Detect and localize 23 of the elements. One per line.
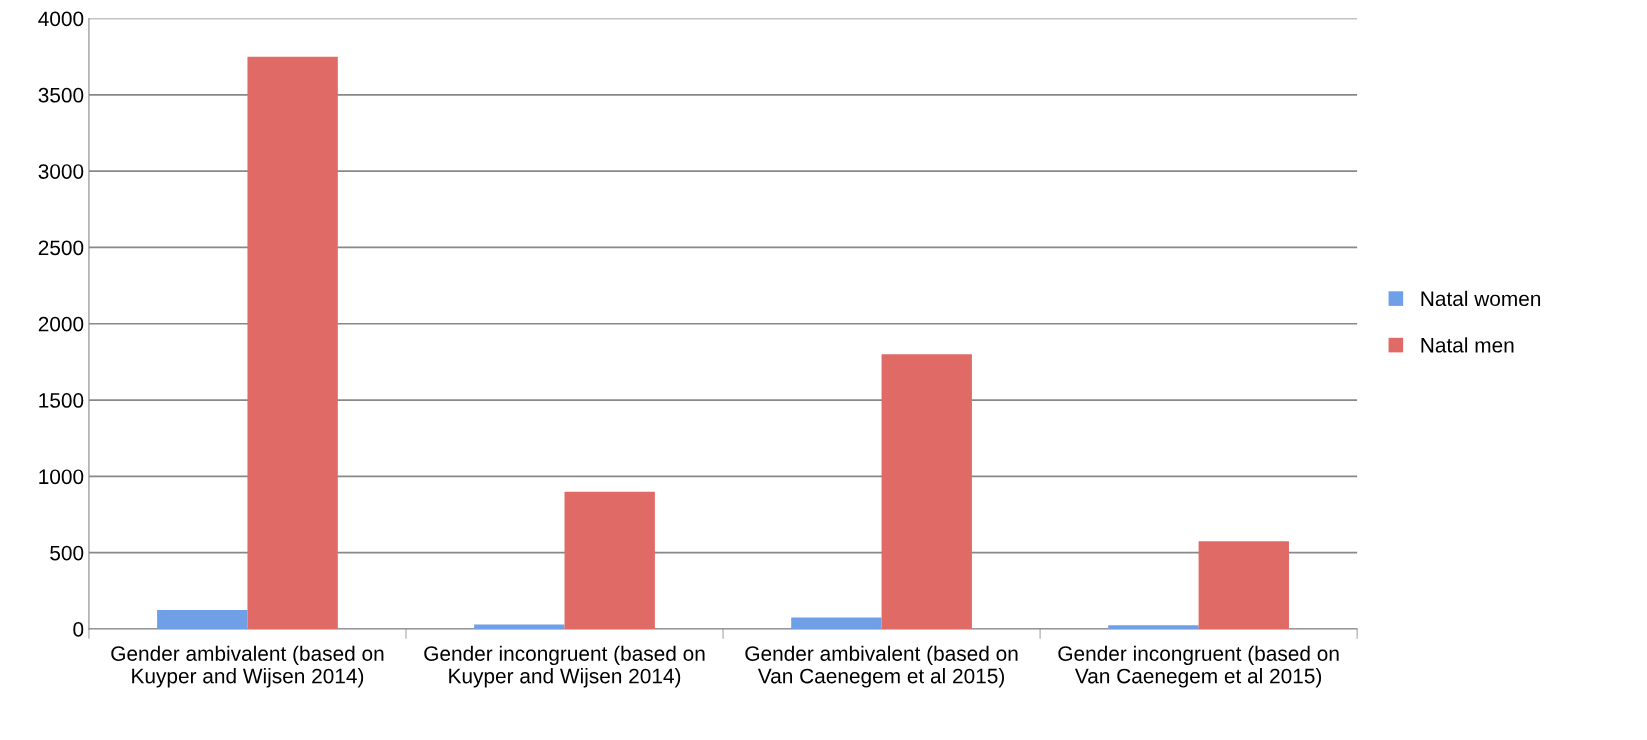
bar <box>247 56 338 629</box>
bar <box>1198 541 1289 629</box>
y-tick-label: 2000 <box>38 316 84 332</box>
y-tick-label: 1000 <box>39 469 84 485</box>
legend-label: Natal men <box>1421 337 1514 353</box>
y-tick-label: 3000 <box>38 164 84 179</box>
y-tick-label: 3500 <box>38 87 84 103</box>
legend-label: Natal women <box>1421 290 1541 307</box>
x-tick-label: Gender ambivalent (based on Van Caenegem et al 2015) <box>745 645 1018 688</box>
y-tick-label: 1500 <box>39 393 84 408</box>
y-tick-label: 4000 <box>38 11 84 27</box>
bar <box>881 354 972 629</box>
y-tick-label: 2500 <box>38 240 84 256</box>
x-tick-label: Gender incongruent (based on Van Caenegem et al 2015) <box>1058 645 1339 688</box>
y-tick-label: 0 <box>73 622 84 637</box>
y-tick-label: 500 <box>50 545 84 561</box>
bar <box>564 491 655 629</box>
x-tick-label: Gender incongruent (based on Kuyper and Wijsen 2014) <box>424 645 705 688</box>
x-tick-label: Gender ambivalent (based on Kuyper and Wijsen 2014) <box>111 645 384 688</box>
bar <box>1108 625 1199 629</box>
bar <box>791 617 882 629</box>
bar <box>474 624 565 629</box>
bar <box>157 609 248 629</box>
